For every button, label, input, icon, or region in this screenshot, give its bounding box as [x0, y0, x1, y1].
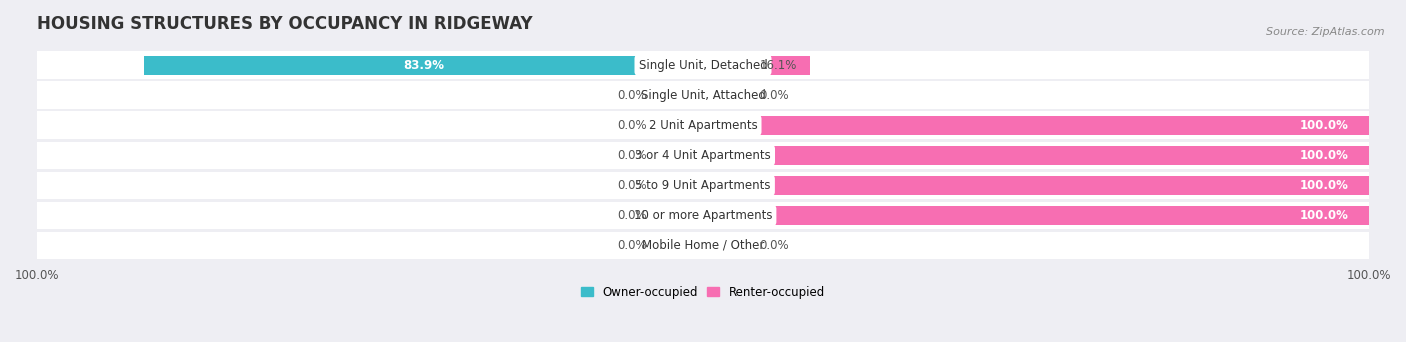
Text: 0.0%: 0.0% [617, 209, 647, 222]
Bar [145, 56, 703, 75]
Text: Single Unit, Attached: Single Unit, Attached [641, 89, 765, 102]
Bar [703, 116, 749, 135]
Bar [31, 81, 1375, 109]
Text: 0.0%: 0.0% [617, 239, 647, 252]
Bar [657, 206, 703, 225]
Bar [703, 116, 1369, 135]
Text: 5 to 9 Unit Apartments: 5 to 9 Unit Apartments [636, 179, 770, 192]
Bar [31, 232, 1375, 259]
Text: 0.0%: 0.0% [617, 149, 647, 162]
Bar [703, 206, 1369, 225]
Bar [703, 206, 749, 225]
Text: 16.1%: 16.1% [759, 59, 797, 72]
Bar [703, 236, 749, 255]
Bar [657, 176, 703, 195]
Text: Mobile Home / Other: Mobile Home / Other [641, 239, 765, 252]
Bar [31, 111, 1375, 139]
Text: Single Unit, Detached: Single Unit, Detached [638, 59, 768, 72]
Text: 100.0%: 100.0% [1301, 149, 1348, 162]
Text: 0.0%: 0.0% [617, 179, 647, 192]
Bar [31, 51, 1375, 79]
Bar [657, 236, 703, 255]
Text: 0.0%: 0.0% [617, 89, 647, 102]
Bar [703, 86, 749, 105]
Text: 3 or 4 Unit Apartments: 3 or 4 Unit Apartments [636, 149, 770, 162]
Text: 100.0%: 100.0% [1301, 209, 1348, 222]
Text: 83.9%: 83.9% [404, 59, 444, 72]
Bar [657, 86, 703, 105]
Bar [31, 172, 1375, 199]
Bar [703, 56, 749, 75]
Bar [657, 56, 703, 75]
Text: 0.0%: 0.0% [617, 119, 647, 132]
Text: HOUSING STRUCTURES BY OCCUPANCY IN RIDGEWAY: HOUSING STRUCTURES BY OCCUPANCY IN RIDGE… [37, 15, 533, 33]
Text: 0.0%: 0.0% [759, 89, 789, 102]
Bar [31, 201, 1375, 229]
Bar [31, 142, 1375, 169]
Text: 100.0%: 100.0% [1301, 179, 1348, 192]
Bar [703, 146, 749, 165]
Bar [657, 146, 703, 165]
Bar [657, 116, 703, 135]
Bar [703, 176, 1369, 195]
Text: Source: ZipAtlas.com: Source: ZipAtlas.com [1267, 27, 1385, 37]
Text: 2 Unit Apartments: 2 Unit Apartments [648, 119, 758, 132]
Bar [703, 176, 749, 195]
Bar [703, 56, 810, 75]
Text: 0.0%: 0.0% [759, 239, 789, 252]
Text: 100.0%: 100.0% [1301, 119, 1348, 132]
Bar [703, 146, 1369, 165]
Text: 10 or more Apartments: 10 or more Apartments [634, 209, 772, 222]
Legend: Owner-occupied, Renter-occupied: Owner-occupied, Renter-occupied [581, 286, 825, 299]
